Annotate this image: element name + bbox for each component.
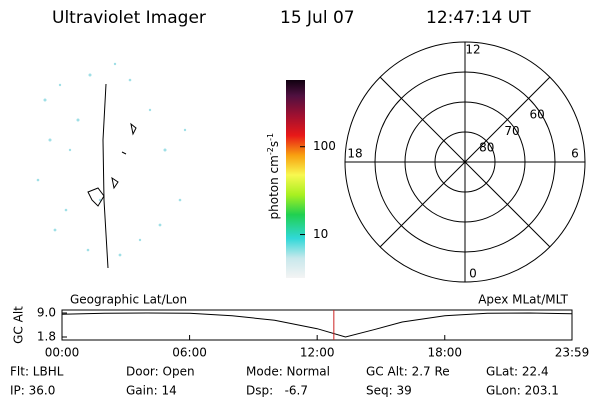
uv-image: [36, 62, 187, 257]
x-tick-label: 18:00: [427, 346, 462, 360]
x-tick-label: 06:00: [172, 346, 207, 360]
time: 12:47:14 UT: [426, 8, 531, 28]
status-field: Flt: LBHL: [10, 365, 64, 379]
status-field: GC Alt: 2.7 Re: [366, 365, 450, 379]
colorbar: [286, 80, 305, 278]
title: Ultraviolet Imager: [52, 8, 206, 28]
status-field: IP: 36.0: [10, 384, 55, 398]
status-field: Gain: 14: [126, 384, 177, 398]
mlt-label: 0: [469, 267, 477, 281]
y-tick-label: 9.0: [37, 306, 56, 320]
plot-title-right: Apex MLat/MLT: [478, 293, 568, 307]
colorbar-tick-label: 10: [313, 227, 328, 241]
mlt-label: 6: [571, 147, 579, 161]
lat-label: 80: [479, 140, 494, 154]
x-tick-label: 23:59: [555, 346, 590, 360]
status-field: Seq: 39: [366, 384, 412, 398]
mlt-label: 18: [347, 147, 362, 161]
status-field: Door: Open: [126, 365, 195, 379]
lat-ring: [374, 71, 556, 253]
lat-ring: [434, 131, 496, 193]
colorbar-tick-label: 100: [313, 139, 336, 153]
lat-ring: [404, 101, 526, 223]
y-tick-label: 1.8: [37, 330, 56, 344]
coastline: [87, 122, 137, 207]
altitude-line: [61, 312, 573, 338]
lat-label: 70: [504, 124, 519, 138]
lat-label: 60: [529, 108, 544, 122]
meridian: [102, 83, 109, 269]
status-field: GLat: 22.4: [486, 365, 549, 379]
date: 15 Jul 07: [280, 8, 355, 28]
x-tick-label: 12:00: [300, 346, 335, 360]
colorbar-label: photon cm-2s-1: [263, 121, 281, 238]
x-tick-label: 00:00: [45, 346, 80, 360]
spoke: [379, 76, 551, 248]
status-field: GLon: 203.1: [486, 384, 559, 398]
plot-title-left: Geographic Lat/Lon: [70, 293, 187, 307]
y-axis-label: GC Alt: [12, 306, 26, 344]
status-field: Mode: Normal: [246, 365, 330, 379]
mlt-label: 12: [465, 43, 480, 57]
status-field: Dsp: -6.7: [246, 384, 308, 398]
